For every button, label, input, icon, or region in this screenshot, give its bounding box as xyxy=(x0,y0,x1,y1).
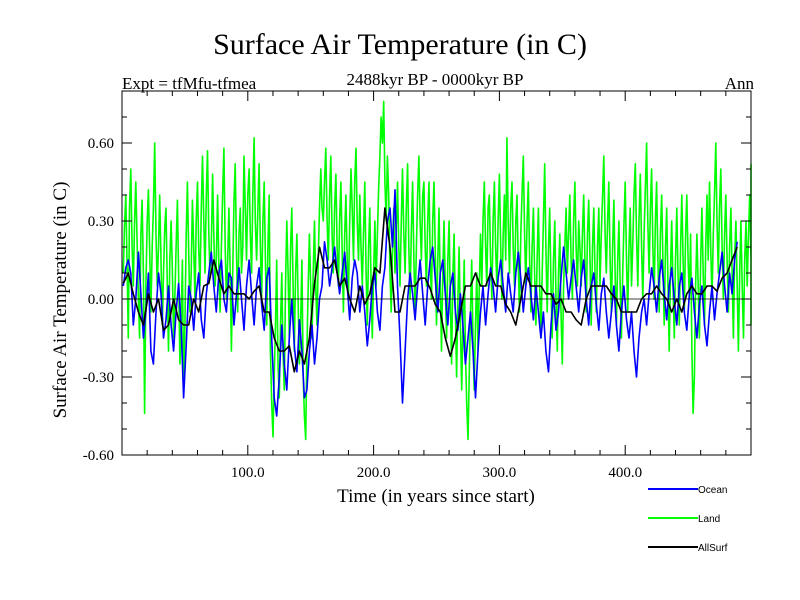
legend: Ocean Land AllSurf xyxy=(648,485,728,554)
series-layer xyxy=(122,100,752,441)
series-line-land xyxy=(122,100,752,441)
chart-subtitle: 2488kyr BP - 0000kyr BP xyxy=(346,70,524,89)
y-tick-label: -0.60 xyxy=(83,448,114,464)
x-tick-label: 300.0 xyxy=(483,465,517,481)
x-tick-label: 100.0 xyxy=(231,465,265,481)
legend-label-allsurf: AllSurf xyxy=(698,543,728,554)
x-tick-label: 400.0 xyxy=(608,465,642,481)
ticks-layer: -0.60 -0.30 0.00 0.30 0.60 100.0 200.0 300.0 400… xyxy=(83,90,751,481)
x-axis-label: Time (in years since start) xyxy=(337,486,535,507)
chart-title: Surface Air Temperature (in C) xyxy=(213,28,587,61)
y-tick-label: 0.30 xyxy=(88,214,114,230)
y-tick-label: 0.00 xyxy=(88,292,114,308)
y-axis-label: Surface Air Temperature (in C) xyxy=(50,182,71,419)
legend-label-ocean: Ocean xyxy=(698,485,727,496)
legend-label-land: Land xyxy=(698,514,720,525)
y-tick-label: -0.30 xyxy=(83,370,114,386)
y-tick-label: 0.60 xyxy=(88,136,114,152)
series-line-allsurf xyxy=(122,207,738,373)
season-label: Ann xyxy=(724,74,754,93)
experiment-label: Expt = tfMfu-tfmea xyxy=(122,74,257,93)
x-tick-label: 200.0 xyxy=(357,465,391,481)
series-line-ocean xyxy=(122,189,738,417)
